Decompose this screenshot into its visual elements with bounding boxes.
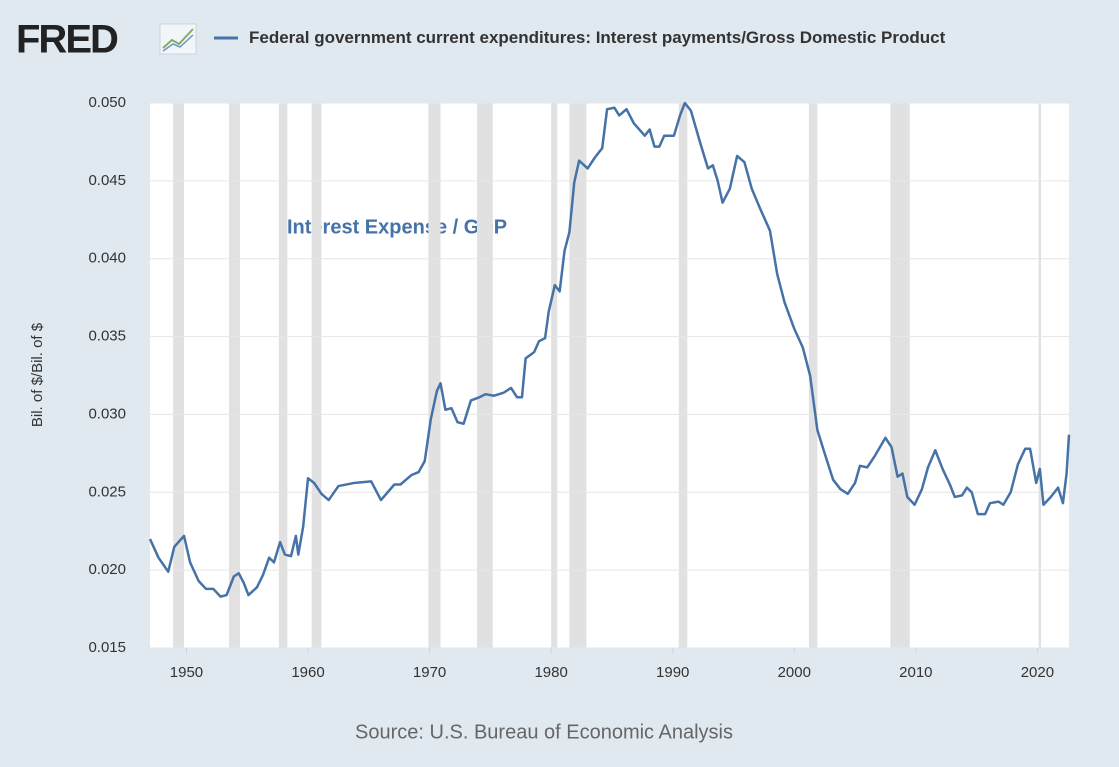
source: Source: U.S. Bureau of Economic Analysis [355, 721, 733, 743]
recession-band [278, 103, 288, 648]
logo-icon [159, 23, 197, 55]
x-tick-label: 2000 [778, 664, 811, 681]
legend-label: Federal government current expenditures:… [249, 28, 946, 47]
recession-band [1038, 103, 1042, 648]
y-tick-label: 0.015 [88, 639, 126, 656]
recession-band [890, 103, 910, 648]
recession-band [678, 103, 688, 648]
recession-band [551, 103, 558, 648]
y-tick-label: 0.050 [88, 94, 126, 111]
y-tick-label: 0.025 [88, 483, 126, 500]
plot-area [150, 103, 1069, 648]
logo: FRED [16, 18, 118, 62]
recession-band [808, 103, 818, 648]
recession-band [311, 103, 322, 648]
recession-band [569, 103, 587, 648]
y-tick-label: 0.020 [88, 561, 126, 578]
recession-band [173, 103, 185, 648]
y-tick-label: 0.045 [88, 172, 126, 189]
y-axis-label: Bil. of $/Bil. of $ [29, 322, 46, 427]
recession-band [476, 103, 493, 648]
x-tick-label: 1980 [534, 664, 567, 681]
x-tick-label: 1970 [413, 664, 446, 681]
x-tick-label: 2020 [1021, 664, 1054, 681]
recession-band [428, 103, 441, 648]
data-line [148, 101, 1071, 598]
recession-band [229, 103, 240, 648]
x-tick-label: 1960 [291, 664, 324, 681]
annotation: Interest Expense / GDP [287, 216, 507, 238]
y-tick-label: 0.035 [88, 328, 126, 345]
x-tick-label: 2010 [899, 664, 932, 681]
x-tick-label: 1950 [170, 664, 203, 681]
x-tick-label: 1990 [656, 664, 689, 681]
y-tick-label: 0.040 [88, 250, 126, 267]
y-tick-label: 0.030 [88, 405, 126, 422]
